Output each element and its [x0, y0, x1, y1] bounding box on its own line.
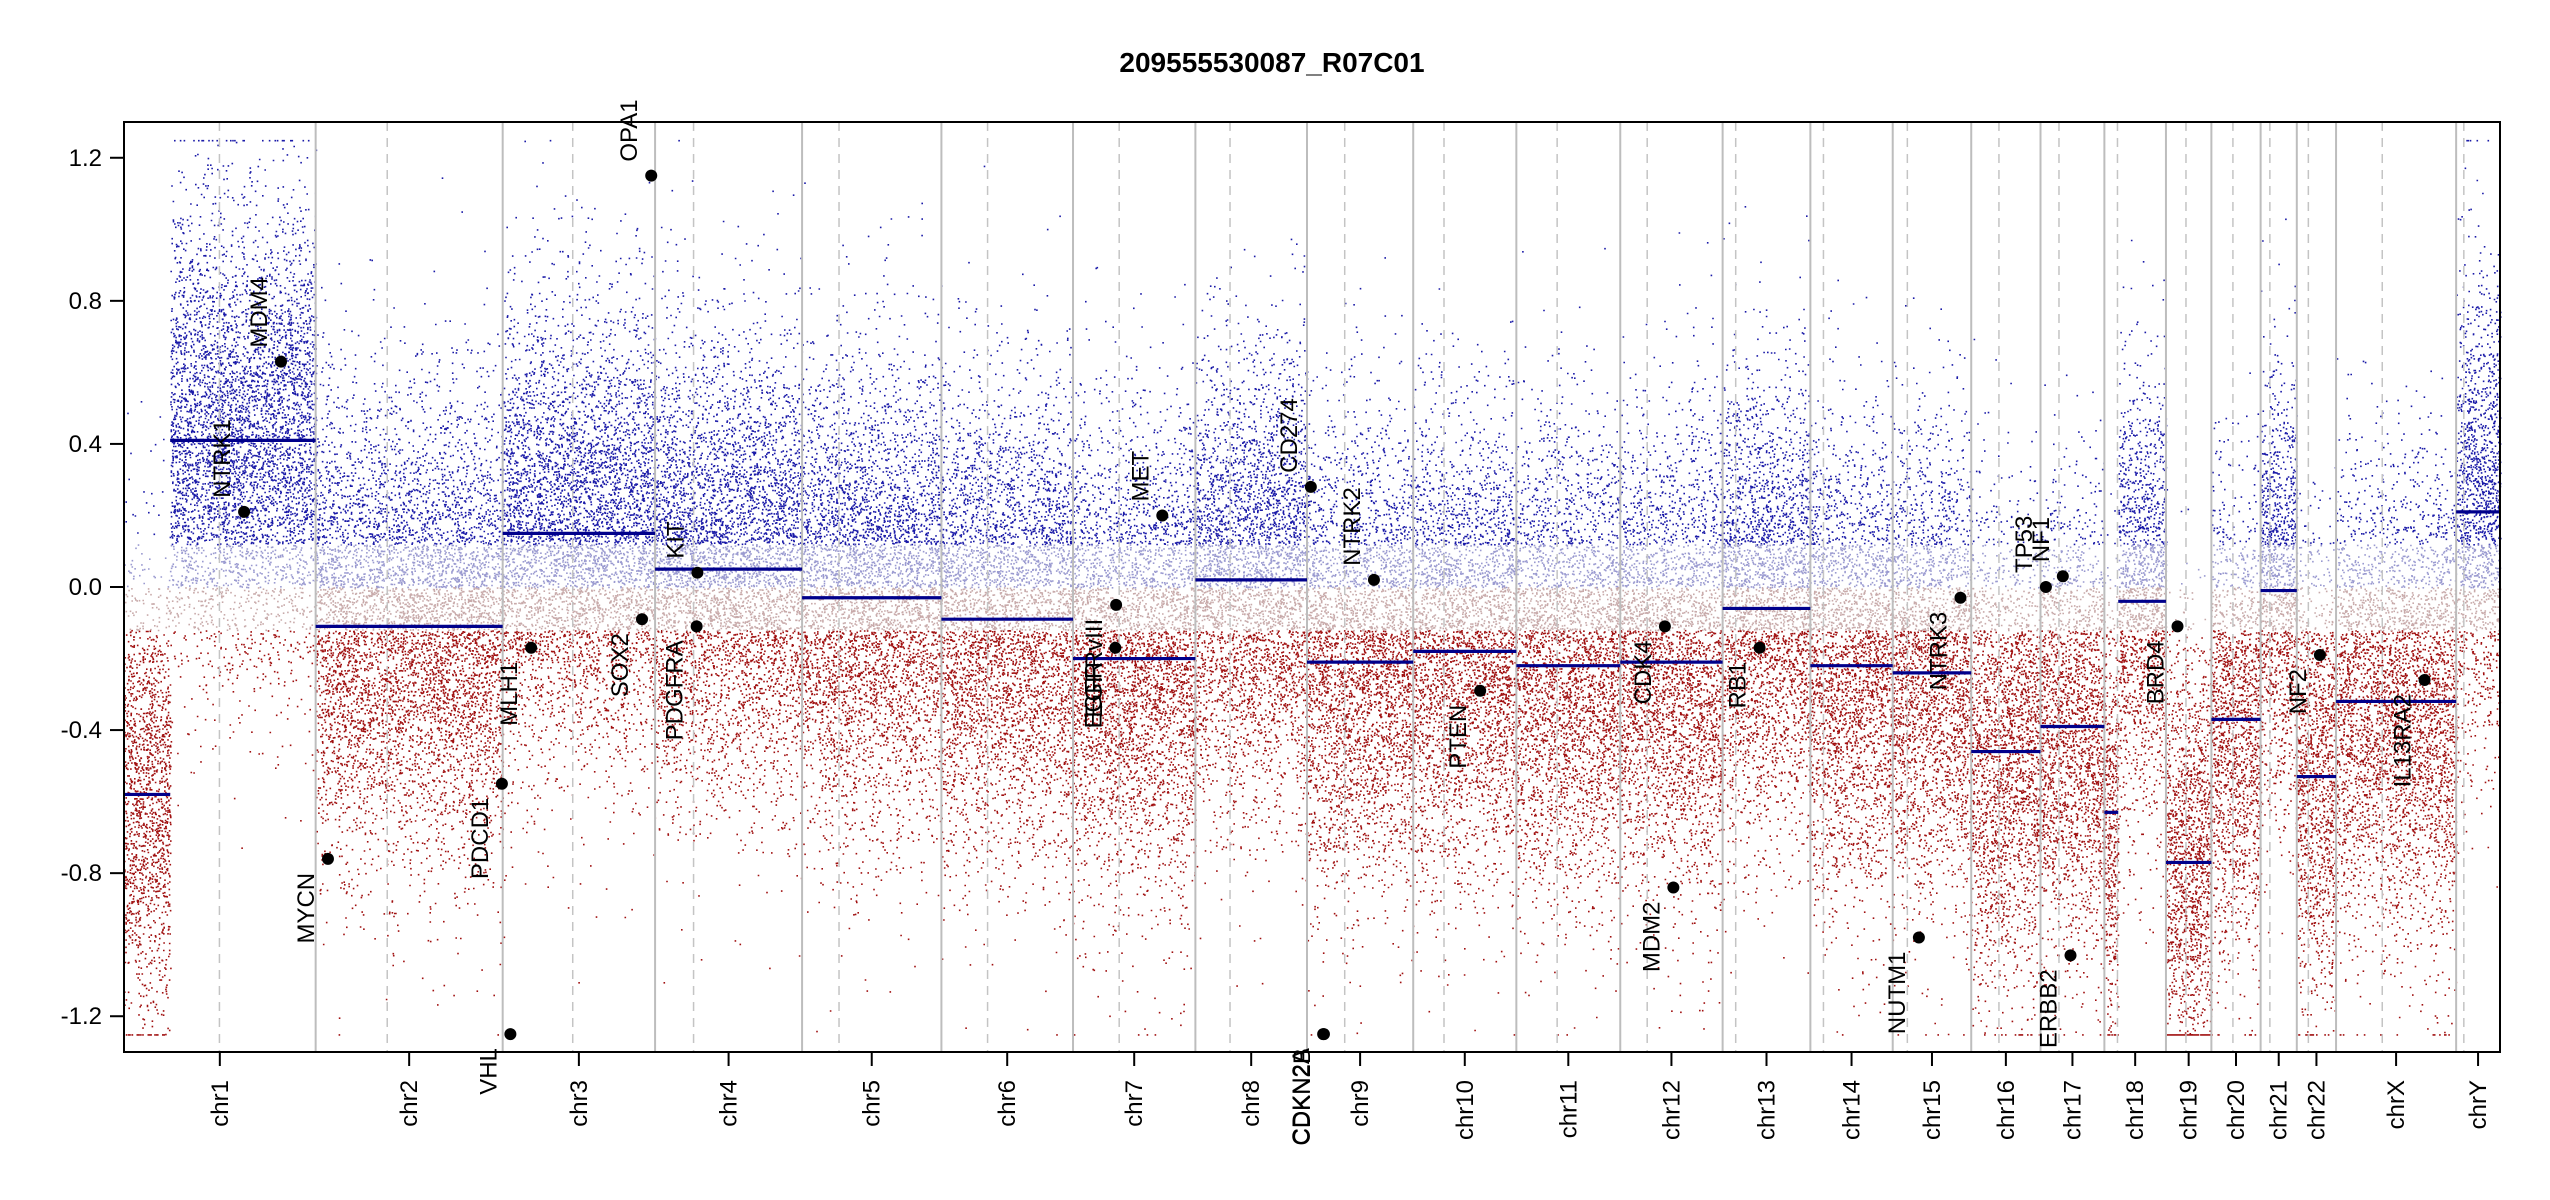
gene-label: CD274 — [1276, 398, 1303, 473]
gene-marker — [2056, 570, 2069, 583]
probe-cloud — [125, 139, 2502, 546]
chromosome-label: chr14 — [1839, 1080, 1866, 1140]
gene-marker — [2418, 674, 2431, 686]
chromosome-label: chr5 — [859, 1080, 886, 1127]
chromosome-label: chr3 — [566, 1080, 593, 1127]
gene-label: NF2 — [2285, 669, 2312, 714]
gene-label: MYCN — [293, 873, 320, 944]
gene-marker — [525, 641, 538, 654]
y-tick-label: -1.2 — [61, 1003, 102, 1030]
gene-markers: NTRK1 MDM4 MYCN PDCD1 VHL MLH1 SOX2 OPA1 KIT PDGF… — [209, 99, 2431, 1145]
gene-label: PDCD1 — [467, 798, 494, 879]
chromosome-label: chrY — [2465, 1080, 2492, 1129]
x-axis: chr1 chr2 chr3 chr4 chr5 chr6 chr7 chr8 chr9 chr1… — [207, 1052, 2492, 1140]
gene-marker — [2039, 581, 2052, 593]
gene-label: VHL — [475, 1048, 502, 1095]
chromosome-label: chr20 — [2223, 1080, 2250, 1140]
chromosome-label: chrX — [2383, 1080, 2410, 1129]
gene-label: ERBB2 — [2036, 969, 2063, 1048]
y-tick-label: 0.8 — [69, 288, 102, 315]
chromosome-dividers — [218, 122, 2465, 1052]
gene-marker — [1658, 620, 1671, 633]
gene-marker — [1667, 881, 1680, 894]
gene-marker — [238, 505, 251, 518]
gene-marker — [645, 169, 658, 182]
gene-marker — [1367, 573, 1380, 586]
gene-label: CDK4 — [1630, 640, 1657, 704]
gene-marker — [1317, 1028, 1330, 1041]
chromosome-label: chr12 — [1658, 1080, 1685, 1140]
gene-marker — [635, 613, 648, 626]
gene-label: EGFR — [1080, 662, 1107, 729]
chromosome-label: chr15 — [1919, 1080, 1946, 1140]
gene-marker — [2313, 648, 2326, 661]
y-tick-label: -0.4 — [61, 717, 102, 744]
gene-marker — [1110, 598, 1123, 611]
chromosome-label: chr16 — [1993, 1080, 2020, 1140]
gene-label: PTEN — [1445, 705, 1472, 769]
gene-label: MDM2 — [1638, 901, 1665, 972]
chromosome-label: chr4 — [716, 1080, 743, 1127]
gene-label: NTRK1 — [209, 419, 236, 498]
gene-marker — [1156, 509, 1169, 522]
segment-lines — [124, 438, 2500, 865]
gene-label: MET — [1127, 450, 1154, 501]
gene-label: NUTM1 — [1884, 952, 1911, 1035]
chromosome-label: chr9 — [1347, 1080, 1374, 1127]
chromosome-label: chr17 — [2059, 1080, 2086, 1140]
chart-title: 209555530087_R07C01 — [1119, 47, 1424, 78]
chromosome-label: chr8 — [1238, 1080, 1265, 1127]
y-tick-label: 1.2 — [69, 145, 102, 172]
chromosome-label: chr10 — [1452, 1080, 1479, 1140]
chromosome-label: chr6 — [994, 1080, 1021, 1127]
gene-marker — [504, 1028, 517, 1041]
gene-marker — [2171, 620, 2184, 633]
gene-marker — [1304, 480, 1317, 493]
gene-label: CDKN2B — [1289, 1048, 1316, 1145]
chromosome-label: chr11 — [1555, 1080, 1582, 1138]
y-tick-label: 0.4 — [69, 431, 102, 458]
gene-label: NF1 — [2028, 517, 2055, 562]
gene-marker — [1753, 641, 1766, 654]
gene-label: MLH1 — [496, 662, 523, 726]
y-axis: 1.2 0.8 0.4 0.0 -0.4 -0.8 -1.2 — [61, 145, 124, 1030]
gene-label: SOX2 — [607, 633, 634, 697]
gene-marker — [495, 777, 508, 790]
chromosome-label: chr18 — [2122, 1080, 2149, 1140]
gene-marker — [1954, 591, 1967, 604]
gene-label: CDKN2A — [1288, 1048, 1315, 1145]
gene-marker — [690, 620, 703, 633]
gene-marker — [1109, 641, 1122, 654]
gene-label: KIT — [662, 521, 689, 559]
gene-marker — [1912, 931, 1925, 944]
gene-label: EGFRvIII — [1081, 619, 1108, 718]
chromosome-label: chr22 — [2303, 1080, 2330, 1140]
gene-marker — [1474, 684, 1487, 697]
y-tick-label: -0.8 — [61, 860, 102, 887]
gene-marker — [321, 852, 334, 865]
chromosome-label: chr1 — [207, 1080, 234, 1127]
gene-label: NTRK3 — [1925, 612, 1952, 691]
gene-marker — [2064, 949, 2077, 962]
chromosome-label: chr7 — [1121, 1080, 1148, 1127]
chromosome-label: chr13 — [1753, 1080, 1780, 1140]
gene-marker — [275, 355, 288, 368]
chromosome-label: chr19 — [2176, 1080, 2203, 1140]
chromosome-label: chr21 — [2266, 1080, 2293, 1140]
gene-marker — [691, 566, 704, 579]
gene-label: MDM4 — [246, 277, 273, 348]
y-tick-label: 0.0 — [69, 574, 102, 601]
gene-label: BRD4 — [2143, 640, 2170, 704]
gene-label: TP53 — [2011, 516, 2038, 573]
gene-label: OPA1 — [616, 99, 643, 161]
gene-label: IL13RA2 — [2390, 694, 2417, 787]
probe-cloud — [124, 544, 2502, 589]
gene-label: RB1 — [1725, 662, 1752, 709]
chromosome-label: chr2 — [396, 1080, 423, 1127]
gene-label: NTRK2 — [1339, 487, 1366, 566]
gene-label: PDGFRA — [662, 640, 689, 740]
